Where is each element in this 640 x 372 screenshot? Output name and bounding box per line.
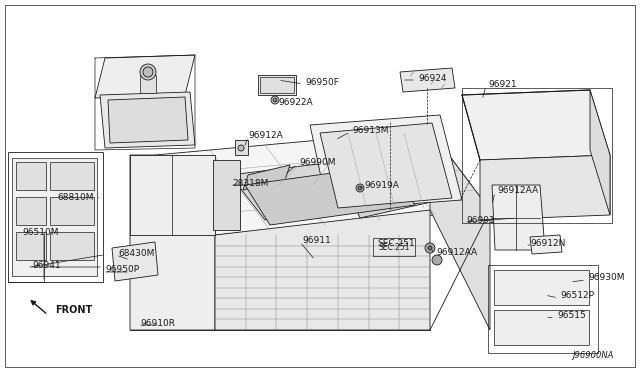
Text: 96910R: 96910R xyxy=(140,318,175,327)
Circle shape xyxy=(271,96,279,104)
Circle shape xyxy=(428,246,432,250)
Text: 96912N: 96912N xyxy=(530,238,565,247)
Polygon shape xyxy=(590,90,610,215)
Text: 96921: 96921 xyxy=(488,80,516,89)
Polygon shape xyxy=(213,160,240,230)
Text: 96930M: 96930M xyxy=(588,273,625,282)
Bar xyxy=(494,270,589,305)
Polygon shape xyxy=(100,92,195,148)
Polygon shape xyxy=(320,123,452,208)
Text: 96912A: 96912A xyxy=(248,131,283,140)
Bar xyxy=(50,232,94,260)
Circle shape xyxy=(356,184,364,192)
Text: 96950F: 96950F xyxy=(305,77,339,87)
Polygon shape xyxy=(340,152,440,218)
Circle shape xyxy=(143,67,153,77)
Polygon shape xyxy=(215,210,430,330)
Bar xyxy=(373,238,415,256)
Circle shape xyxy=(425,243,435,253)
Text: 96991: 96991 xyxy=(466,215,495,224)
Polygon shape xyxy=(155,130,490,235)
Text: 28318M: 28318M xyxy=(232,179,268,187)
Text: 96911: 96911 xyxy=(302,235,331,244)
Text: 96512P: 96512P xyxy=(560,292,594,301)
Polygon shape xyxy=(130,155,215,330)
Bar xyxy=(16,232,46,260)
Circle shape xyxy=(432,255,442,265)
Text: FRONT: FRONT xyxy=(55,305,92,315)
Circle shape xyxy=(273,98,277,102)
Polygon shape xyxy=(243,165,290,190)
Polygon shape xyxy=(480,155,610,220)
Text: 96922A: 96922A xyxy=(278,97,312,106)
Bar xyxy=(12,158,97,276)
Bar xyxy=(140,75,156,93)
Text: 96950P: 96950P xyxy=(105,266,139,275)
Text: 68430M: 68430M xyxy=(118,248,154,257)
Text: 96919A: 96919A xyxy=(364,180,399,189)
Polygon shape xyxy=(492,185,545,250)
Text: 96990M: 96990M xyxy=(299,157,335,167)
Polygon shape xyxy=(95,55,195,98)
Polygon shape xyxy=(400,68,455,92)
Polygon shape xyxy=(130,155,215,235)
Text: 96941: 96941 xyxy=(32,260,61,269)
Bar xyxy=(494,310,589,345)
Circle shape xyxy=(238,145,244,151)
Polygon shape xyxy=(108,97,188,143)
Text: 96510M: 96510M xyxy=(22,228,58,237)
Polygon shape xyxy=(230,155,430,220)
Bar xyxy=(50,162,94,190)
Polygon shape xyxy=(112,242,158,281)
Text: 96912AA: 96912AA xyxy=(436,247,477,257)
Bar xyxy=(8,152,103,282)
Bar xyxy=(260,77,294,93)
Text: 96913M: 96913M xyxy=(352,125,388,135)
Text: 96515: 96515 xyxy=(557,311,586,320)
Text: 96912AA: 96912AA xyxy=(497,186,538,195)
Text: 96924: 96924 xyxy=(418,74,447,83)
Bar xyxy=(50,197,94,225)
Bar xyxy=(16,197,46,225)
Text: J96900NA: J96900NA xyxy=(572,350,613,359)
Circle shape xyxy=(140,64,156,80)
Polygon shape xyxy=(310,115,462,210)
Bar xyxy=(488,265,598,353)
Bar xyxy=(462,88,612,223)
Text: SEC.251: SEC.251 xyxy=(378,243,410,251)
Circle shape xyxy=(358,186,362,190)
Text: SEC.251: SEC.251 xyxy=(377,238,415,247)
Polygon shape xyxy=(530,235,562,254)
Polygon shape xyxy=(235,140,248,155)
Polygon shape xyxy=(462,90,610,160)
Bar xyxy=(16,162,46,190)
Polygon shape xyxy=(245,165,415,225)
Polygon shape xyxy=(258,75,296,95)
Polygon shape xyxy=(430,130,490,330)
Text: 68810M: 68810M xyxy=(57,192,93,202)
